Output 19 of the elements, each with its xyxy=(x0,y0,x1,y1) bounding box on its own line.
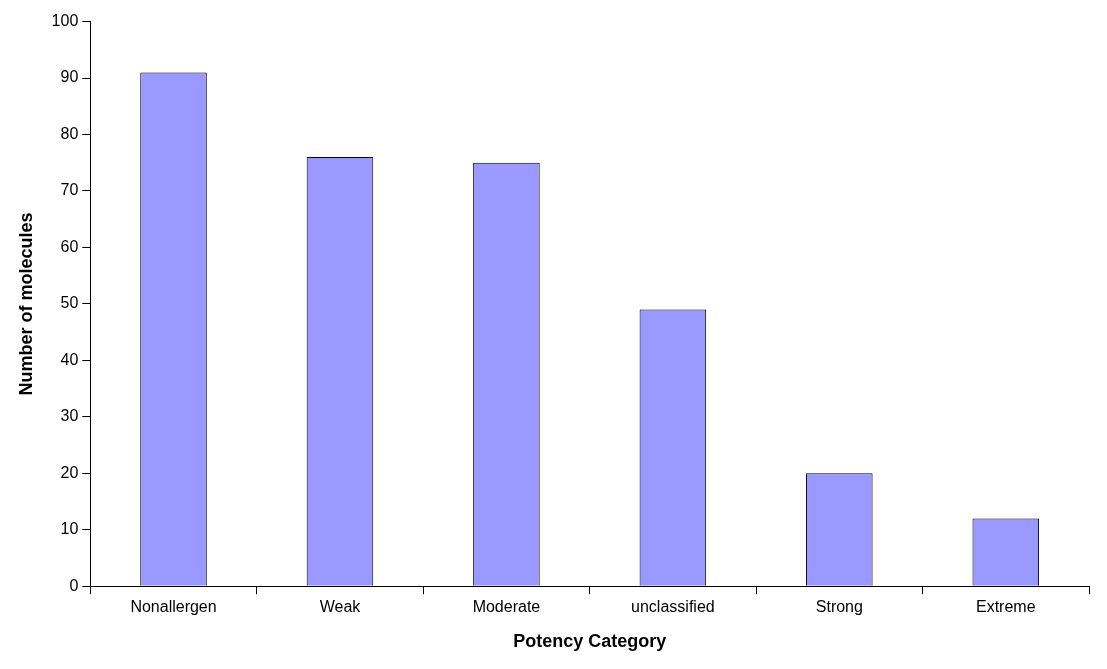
x-tick-label: Moderate xyxy=(472,598,541,616)
y-tick-label: 10 xyxy=(60,520,79,538)
y-tick-label: 90 xyxy=(60,68,79,86)
y-tick-label: 80 xyxy=(60,124,79,142)
x-axis-title: Potency Category xyxy=(513,631,667,652)
x-tick-label: Strong xyxy=(815,598,863,616)
y-tick-label: 40 xyxy=(60,350,79,368)
x-tick-label: Nonallergen xyxy=(130,598,217,616)
y-axis-title: Number of molecules xyxy=(15,212,36,396)
y-tick-label: 50 xyxy=(60,294,79,312)
y-tick-label: 60 xyxy=(60,237,79,255)
y-tick-label: 30 xyxy=(60,407,79,425)
y-tick-label: 70 xyxy=(60,181,79,199)
x-tick-label: Extreme xyxy=(975,598,1036,616)
y-tick-label: 0 xyxy=(69,576,79,594)
y-tick-label: 100 xyxy=(51,12,79,30)
x-tick-label: Weak xyxy=(319,598,362,616)
x-tick-label: unclassified xyxy=(631,598,715,616)
y-tick-label: 20 xyxy=(60,463,79,481)
